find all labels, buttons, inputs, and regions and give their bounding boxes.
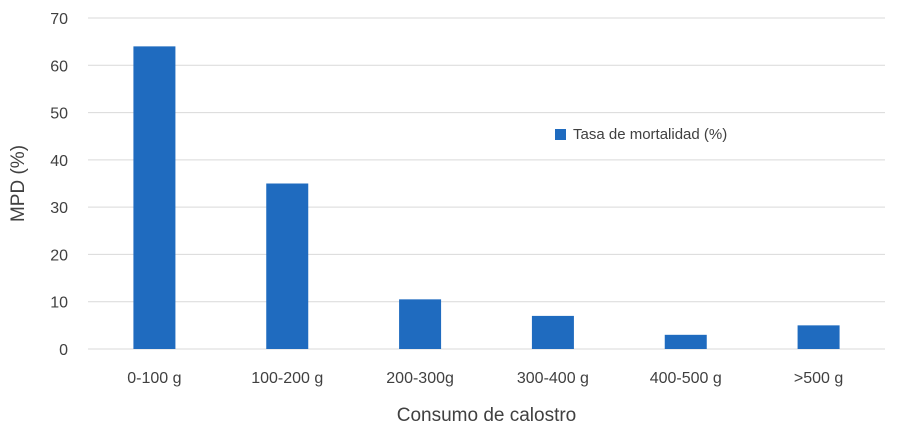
bar bbox=[797, 325, 840, 349]
y-tick-label: 60 bbox=[50, 58, 68, 75]
y-axis-title: MPD (%) bbox=[8, 145, 29, 222]
legend: Tasa de mortalidad (%) bbox=[555, 126, 727, 143]
y-tick-label: 70 bbox=[50, 11, 68, 28]
y-axis-ticks: 0 10 20 30 40 50 60 70 bbox=[50, 11, 68, 359]
y-tick-label: 50 bbox=[50, 106, 68, 123]
x-axis-ticks: 0-100 g 100-200 g 200-300g 300-400 g 400-500… bbox=[127, 370, 843, 387]
bar bbox=[133, 46, 176, 349]
bar bbox=[399, 299, 442, 349]
x-tick-label: 400-500 g bbox=[650, 370, 722, 387]
y-tick-label: 10 bbox=[50, 295, 68, 312]
x-tick-label: >500 g bbox=[794, 370, 843, 387]
bar bbox=[266, 183, 309, 349]
bar bbox=[531, 315, 574, 349]
y-tick-label: 0 bbox=[59, 342, 68, 359]
legend-swatch bbox=[555, 129, 566, 140]
y-tick-label: 40 bbox=[50, 153, 68, 170]
gridlines bbox=[88, 17, 885, 350]
x-tick-label: 300-400 g bbox=[517, 370, 589, 387]
x-axis-title: Consumo de calostro bbox=[397, 405, 577, 426]
bar bbox=[664, 334, 707, 349]
x-tick-label: 0-100 g bbox=[127, 370, 181, 387]
y-tick-label: 30 bbox=[50, 200, 68, 217]
x-tick-label: 200-300g bbox=[386, 370, 454, 387]
bars bbox=[133, 46, 840, 349]
x-tick-label: 100-200 g bbox=[251, 370, 323, 387]
legend-label: Tasa de mortalidad (%) bbox=[573, 126, 727, 143]
y-tick-label: 20 bbox=[50, 247, 68, 264]
